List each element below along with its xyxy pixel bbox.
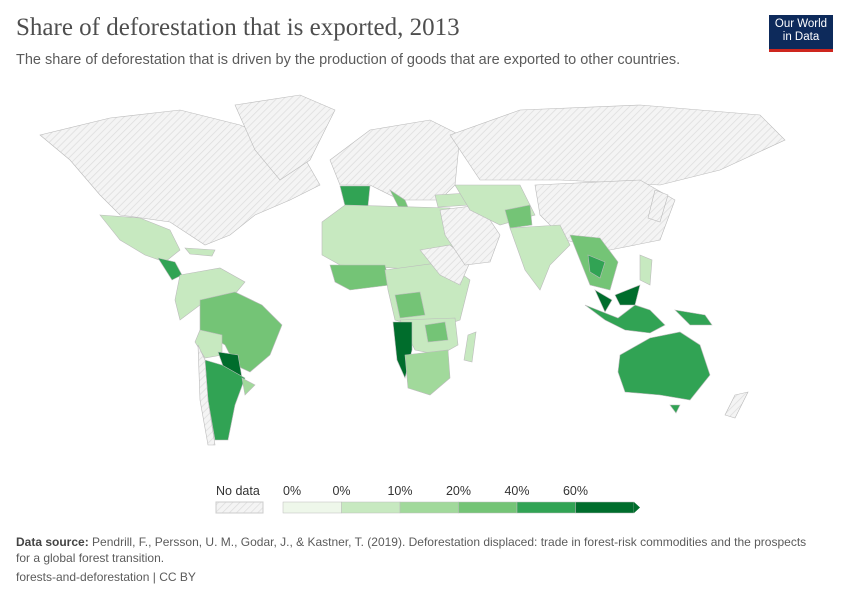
region-zambia: [424, 321, 449, 343]
logo-text: Our World in Data: [774, 18, 828, 43]
region-europe: [329, 119, 461, 201]
legend-tick-label: 20%: [446, 484, 471, 498]
legend-tick-label: 60%: [563, 484, 588, 498]
region-bolivia: [194, 329, 223, 359]
region-north-america: [39, 109, 321, 246]
legend-arrow-icon: [634, 502, 640, 513]
legend-bin-5: [575, 501, 635, 514]
region-afghanistan: [504, 204, 533, 229]
region-thailand: [587, 254, 606, 279]
region-central-america: [157, 257, 183, 281]
region-west-africa: [329, 264, 391, 291]
region-madagascar: [463, 331, 477, 363]
legend-tick-label: 0%: [283, 484, 301, 498]
chart-subtitle: The share of deforestation that is drive…: [16, 52, 681, 68]
chart-title: Share of deforestation that is exported,…: [16, 14, 460, 41]
legend-tick-label: 10%: [387, 484, 412, 498]
region-uruguay: [241, 377, 256, 396]
region-russia: [449, 104, 786, 186]
region-papua-new-guinea: [674, 309, 713, 326]
region-greenland: [234, 94, 336, 181]
legend-bin-1: [341, 501, 401, 514]
region-mexico: [99, 214, 181, 263]
region-south-africa: [404, 349, 451, 396]
region-australia: [617, 331, 711, 401]
region-tasmania: [669, 404, 681, 414]
color-legend: No data 0% 0% 10% 20% 40% 60%: [215, 484, 640, 514]
region-japan: [647, 189, 669, 223]
region-brazil: [199, 291, 283, 373]
legend-no-data-swatch: [215, 501, 264, 514]
region-horn-of-africa: [419, 244, 471, 286]
region-new-zealand: [724, 391, 749, 419]
source-label: Data source:: [16, 535, 89, 549]
source-text: Pendrill, F., Persson, U. M., Godar, J.,…: [16, 535, 807, 565]
data-source: Data source: Pendrill, F., Persson, U. M…: [16, 534, 816, 566]
legend-tick-label: 40%: [504, 484, 529, 498]
region-philippines: [639, 254, 653, 286]
legend-bin-2: [399, 501, 459, 514]
region-india: [509, 224, 571, 291]
license-note[interactable]: forests-and-deforestation | CC BY: [16, 570, 196, 584]
region-spain: [339, 185, 371, 207]
legend-tick-label: 0%: [332, 484, 350, 498]
world-map: [39, 94, 786, 446]
owid-logo[interactable]: Our World in Data: [769, 15, 833, 52]
region-congo: [394, 291, 426, 319]
region-indonesia: [584, 304, 666, 334]
region-chile: [197, 344, 216, 446]
region-caribbean: [184, 247, 216, 257]
legend-bin-4: [516, 501, 576, 514]
legend-no-data-label: No data: [216, 484, 260, 498]
region-china: [534, 179, 676, 251]
legend-bin-3: [458, 501, 518, 514]
legend-bin-0: [282, 501, 342, 514]
